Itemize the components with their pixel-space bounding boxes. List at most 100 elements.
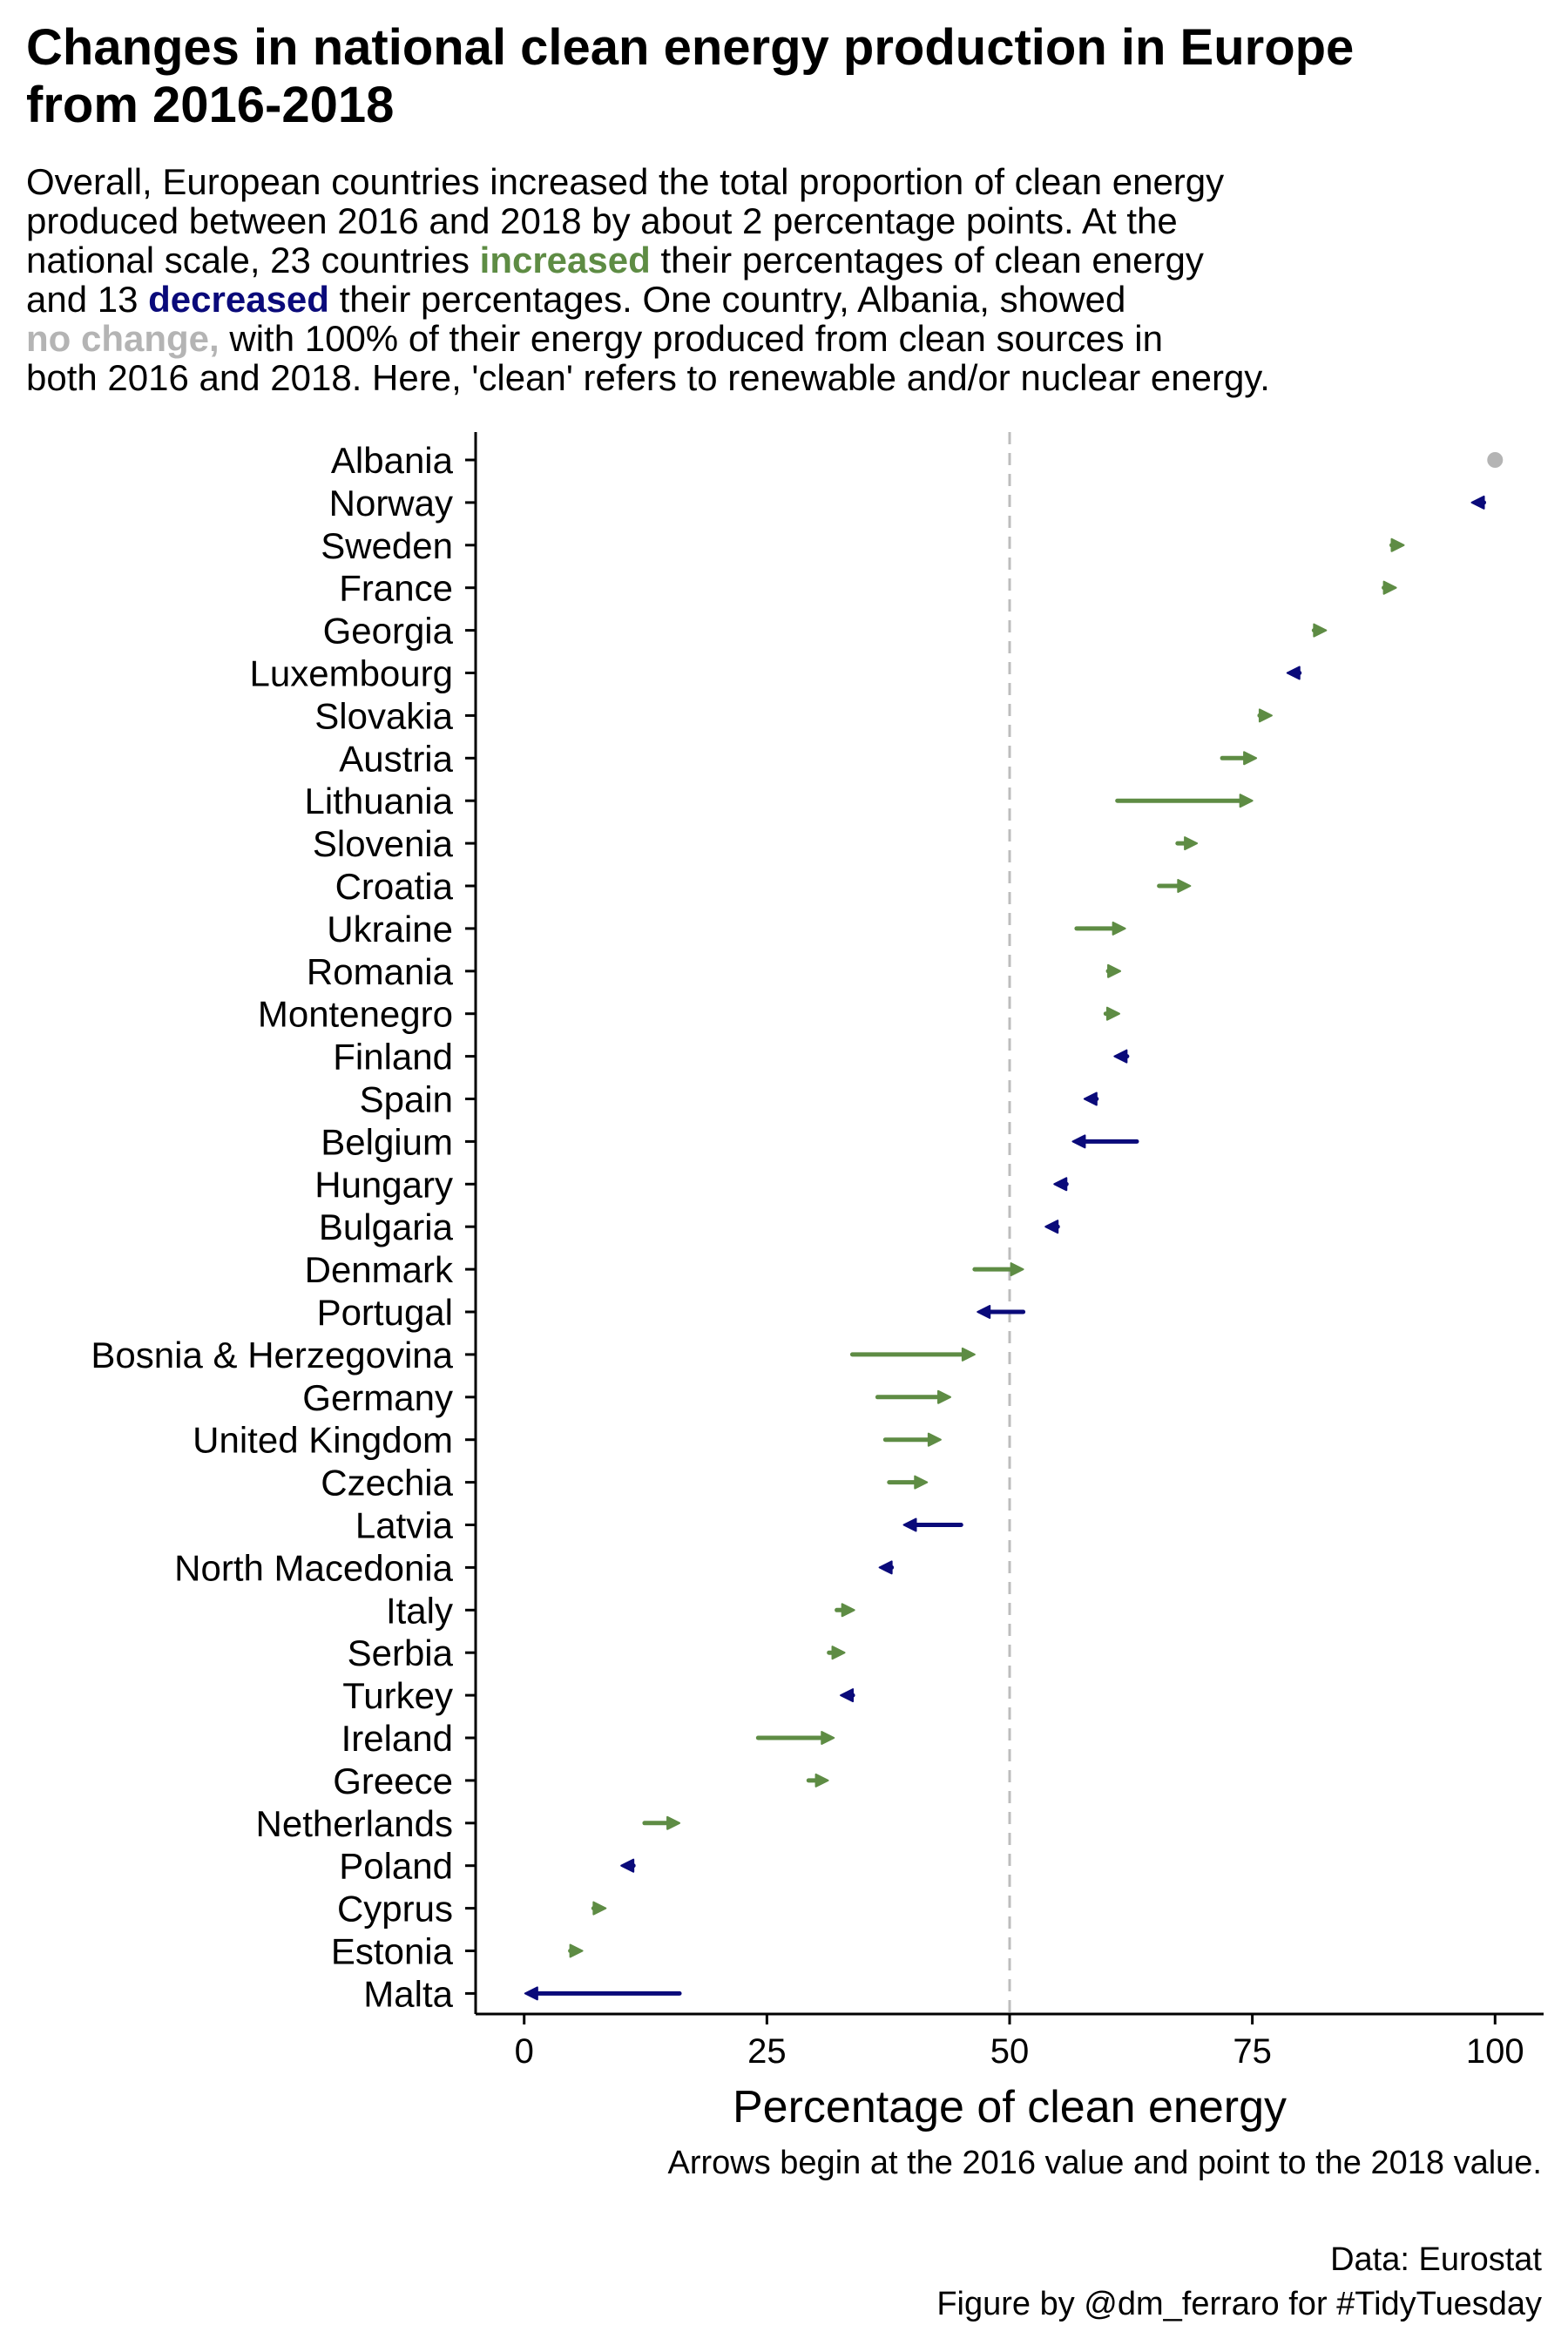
y-label-slovenia: Slovenia: [313, 823, 454, 864]
arrow-head-estonia: [569, 1943, 584, 1958]
no-change-keyword: no change,: [26, 318, 220, 359]
y-label-cyprus: Cyprus: [337, 1889, 453, 1930]
x-tick-label-100: 100: [1466, 2032, 1524, 2071]
y-label-slovakia: Slovakia: [314, 695, 453, 736]
arrow-head-north-macedonia: [878, 1560, 893, 1575]
y-label-sweden: Sweden: [321, 525, 453, 566]
arrow-head-bulgaria: [1044, 1220, 1059, 1234]
arrow-head-romania: [1107, 963, 1122, 978]
y-label-greece: Greece: [333, 1761, 453, 1801]
arrow-head-slovenia: [1184, 836, 1199, 851]
arrow-head-denmark: [1010, 1262, 1024, 1277]
y-label-georgia: Georgia: [323, 611, 454, 652]
y-label-czechia: Czechia: [321, 1463, 453, 1504]
subtitle-line-3a: national scale, 23 countries: [26, 240, 480, 280]
figure-credit: Figure by @dm_ferraro for #TidyTuesday: [936, 2286, 1542, 2322]
title-line-1: Changes in national clean energy product…: [26, 19, 1355, 76]
x-tick-label-0: 0: [515, 2032, 534, 2071]
arrow-head-austria: [1243, 751, 1258, 766]
y-label-estonia: Estonia: [331, 1931, 454, 1972]
subtitle-line-5b: with 100% of their energy produced from …: [219, 318, 1163, 359]
x-tick-label-25: 25: [747, 2032, 787, 2071]
arrow-head-turkey: [840, 1688, 855, 1703]
arrow-head-united-kingdom: [927, 1432, 942, 1447]
point-albania: [1487, 452, 1504, 468]
arrow-head-germany: [937, 1389, 952, 1404]
y-label-france: France: [339, 568, 453, 609]
arrow-head-italy: [841, 1603, 855, 1618]
y-label-norway: Norway: [329, 483, 453, 524]
arrow-head-ireland: [821, 1731, 835, 1745]
arrow-head-bosnia-herzegovina: [961, 1347, 976, 1362]
arrow-head-croatia: [1177, 879, 1192, 893]
subtitle-line-6: both 2016 and 2018. Here, 'clean' refers…: [26, 357, 1270, 398]
arrow-head-montenegro: [1105, 1006, 1120, 1021]
arrow-head-czechia: [914, 1475, 929, 1490]
arrow-head-ukraine: [1112, 921, 1126, 936]
arrow-head-slovakia: [1258, 708, 1273, 723]
arrow-head-norway: [1470, 495, 1485, 510]
y-label-turkey: Turkey: [342, 1675, 453, 1716]
arrow-head-luxembourg: [1286, 666, 1301, 680]
arrow-head-lithuania: [1239, 794, 1254, 808]
arrow-head-spain: [1083, 1092, 1098, 1106]
subtitle-line-3c: their percentages of clean energy: [650, 240, 1204, 280]
y-label-hungary: Hungary: [314, 1164, 453, 1205]
arrow-head-portugal: [977, 1305, 991, 1319]
x-tick-label-75: 75: [1233, 2032, 1272, 2071]
subtitle-line-1: Overall, European countries increased th…: [26, 161, 1225, 202]
y-label-malta: Malta: [363, 1973, 453, 2014]
y-label-lithuania: Lithuania: [305, 781, 454, 821]
chart-subtitle: Overall, European countries increased th…: [26, 162, 1551, 397]
y-label-denmark: Denmark: [305, 1249, 454, 1290]
arrow-head-cyprus: [592, 1901, 607, 1916]
arrow-head-poland: [620, 1858, 635, 1873]
y-label-finland: Finland: [333, 1037, 453, 1078]
y-label-austria: Austria: [339, 738, 453, 779]
y-label-romania: Romania: [307, 951, 454, 992]
y-label-north-macedonia: North Macedonia: [174, 1547, 453, 1588]
y-label-montenegro: Montenegro: [258, 994, 453, 1035]
arrow-head-france: [1382, 580, 1397, 595]
y-label-portugal: Portugal: [317, 1292, 453, 1333]
arrow-head-greece: [814, 1773, 829, 1788]
arrow-head-hungary: [1053, 1177, 1068, 1192]
y-label-spain: Spain: [360, 1079, 453, 1120]
chart-caption: Arrows begin at the 2016 value and point…: [667, 2145, 1543, 2181]
subtitle-line-4c: their percentages. One country, Albania,…: [328, 279, 1126, 320]
title-line-2: from 2016-2018: [26, 77, 395, 133]
y-label-netherlands: Netherlands: [256, 1803, 453, 1844]
chart-title: Changes in national clean energy product…: [26, 19, 1551, 134]
y-label-belgium: Belgium: [321, 1121, 453, 1162]
y-label-united-kingdom: United Kingdom: [193, 1420, 453, 1461]
y-label-serbia: Serbia: [348, 1632, 454, 1673]
x-tick-label-50: 50: [990, 2032, 1030, 2071]
y-label-ireland: Ireland: [341, 1718, 453, 1759]
y-label-germany: Germany: [302, 1377, 453, 1418]
y-label-croatia: Croatia: [335, 866, 454, 907]
y-label-latvia: Latvia: [355, 1505, 454, 1546]
data-source-credit: Data: Eurostat: [1330, 2241, 1542, 2278]
arrow-head-latvia: [902, 1517, 917, 1532]
subtitle-line-2: produced between 2016 and 2018 by about …: [26, 200, 1178, 241]
subtitle-line-4a: and 13: [26, 279, 149, 320]
y-label-albania: Albania: [331, 440, 454, 481]
arrow-head-netherlands: [666, 1815, 681, 1830]
arrow-head-serbia: [831, 1646, 846, 1660]
y-label-bulgaria: Bulgaria: [319, 1206, 454, 1247]
decreased-keyword: decreased: [148, 279, 329, 320]
y-label-ukraine: Ukraine: [327, 909, 453, 950]
increased-keyword: increased: [479, 240, 651, 280]
arrow-head-belgium: [1071, 1134, 1086, 1149]
arrow-head-georgia: [1313, 623, 1328, 638]
x-axis-title: Percentage of clean energy: [733, 2082, 1287, 2132]
arrow-head-malta: [524, 1986, 538, 2001]
y-label-bosnia-herzegovina: Bosnia & Herzegovina: [91, 1335, 453, 1375]
y-label-luxembourg: Luxembourg: [250, 653, 453, 694]
plot-area: AlbaniaNorwaySwedenFranceGeorgiaLuxembou…: [91, 432, 1504, 2014]
arrow-head-sweden: [1390, 537, 1405, 552]
y-label-poland: Poland: [339, 1846, 453, 1887]
arrow-head-finland: [1113, 1049, 1128, 1064]
y-label-italy: Italy: [386, 1590, 453, 1631]
